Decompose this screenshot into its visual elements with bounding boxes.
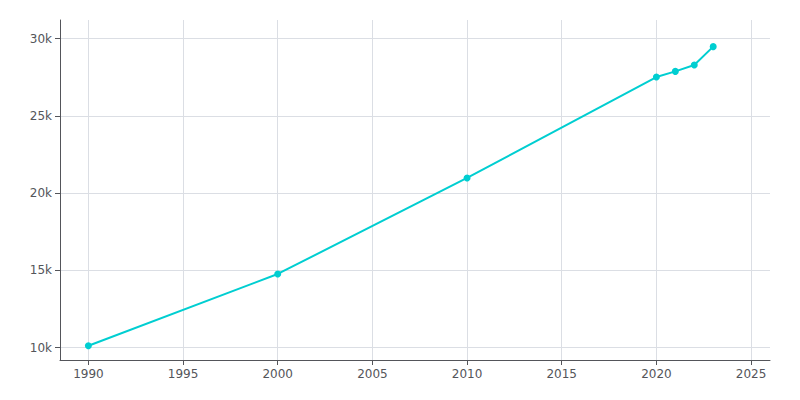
svg-text:2015: 2015 — [546, 367, 577, 381]
svg-text:2005: 2005 — [357, 367, 388, 381]
svg-text:1995: 1995 — [168, 367, 199, 381]
svg-text:20k: 20k — [30, 186, 52, 200]
svg-text:2010: 2010 — [452, 367, 483, 381]
svg-text:1990: 1990 — [73, 367, 104, 381]
svg-text:15k: 15k — [30, 263, 52, 277]
svg-text:25k: 25k — [30, 109, 52, 123]
svg-text:2025: 2025 — [736, 367, 767, 381]
svg-text:10k: 10k — [30, 341, 52, 355]
svg-text:30k: 30k — [30, 32, 52, 46]
svg-text:2020: 2020 — [641, 367, 672, 381]
svg-text:2000: 2000 — [262, 367, 293, 381]
